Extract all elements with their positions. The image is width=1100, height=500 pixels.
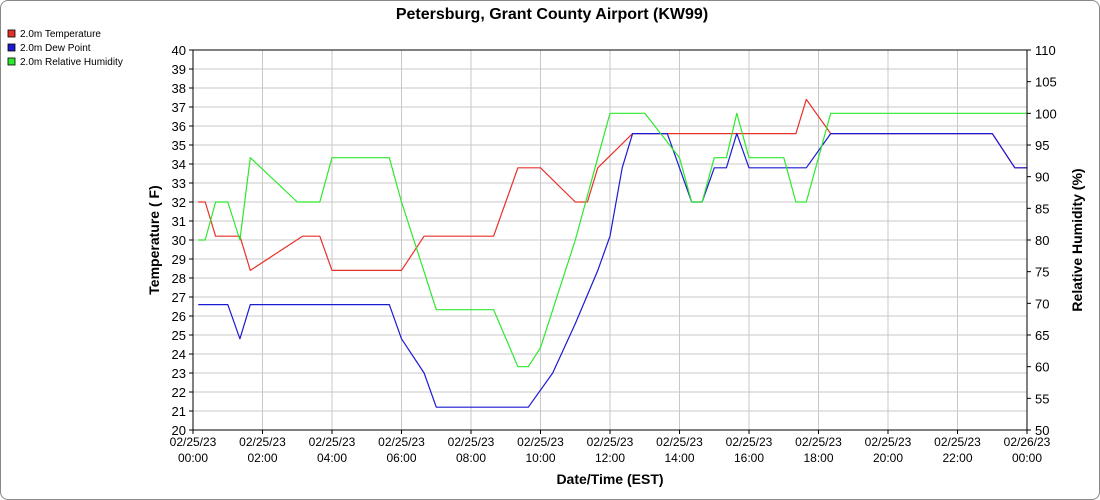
- y-tick-label: 28: [172, 271, 186, 286]
- legend-label: 2.0m Dew Point: [20, 43, 91, 54]
- x-tick-time: 12:00: [595, 451, 625, 465]
- y-tick-label: 36: [172, 119, 186, 134]
- y-tick-label: 24: [172, 347, 186, 362]
- y-tick-label: 29: [172, 252, 186, 267]
- y-tick-label: 30: [172, 233, 186, 248]
- y-tick-label: 37: [172, 100, 186, 115]
- x-tick-date: 02/25/23: [448, 435, 495, 449]
- y2-tick-label: 60: [1035, 360, 1049, 375]
- y2-tick-label: 65: [1035, 328, 1049, 343]
- x-tick-date: 02/25/23: [170, 435, 217, 449]
- y-tick-label: 33: [172, 176, 186, 191]
- legend-label: 2.0m Relative Humidity: [20, 57, 123, 68]
- y-tick-label: 34: [172, 157, 186, 172]
- x-tick-date: 02/25/23: [239, 435, 286, 449]
- y-tick-label: 35: [172, 138, 186, 153]
- y-tick-label: 31: [172, 214, 186, 229]
- y-tick-label: 39: [172, 62, 186, 77]
- y2-tick-label: 80: [1035, 233, 1049, 248]
- x-tick-time: 10:00: [525, 451, 555, 465]
- y-axis-label: Temperature ( F): [146, 185, 162, 294]
- legend-swatch: [7, 57, 16, 66]
- x-axis-label: Date/Time (EST): [556, 471, 663, 487]
- x-tick-time: 20:00: [873, 451, 903, 465]
- y2-tick-label: 95: [1035, 138, 1049, 153]
- y2-tick-label: 70: [1035, 296, 1049, 311]
- y-tick-label: 23: [172, 366, 186, 381]
- y2-tick-label: 110: [1035, 43, 1056, 58]
- y2-tick-label: 75: [1035, 265, 1049, 280]
- x-tick-time: 06:00: [386, 451, 416, 465]
- legend-swatch: [7, 29, 16, 38]
- y-tick-label: 22: [172, 385, 186, 400]
- y-tick-label: 27: [172, 290, 186, 305]
- y2-axis-label: Relative Humidity (%): [1069, 168, 1085, 311]
- series-line: [198, 112, 1027, 368]
- series-group: [198, 98, 1027, 408]
- x-tick-date: 02/25/23: [726, 435, 773, 449]
- y-tick-label: 38: [172, 81, 186, 96]
- x-tick-time: 04:00: [317, 451, 347, 465]
- y-tick-label: 26: [172, 309, 186, 324]
- x-tick-time: 08:00: [456, 451, 486, 465]
- series-line: [198, 98, 1027, 271]
- y2-tick-label: 50: [1035, 423, 1049, 438]
- y2-tick-label: 90: [1035, 170, 1049, 185]
- y-tick-label: 25: [172, 328, 186, 343]
- y-tick-label: 40: [172, 43, 186, 58]
- x-tick-date: 02/25/23: [865, 435, 912, 449]
- x-tick-time: 18:00: [803, 451, 833, 465]
- legend-label: 2.0m Temperature: [20, 29, 101, 40]
- y2-tick-label: 55: [1035, 391, 1049, 406]
- y-tick-label: 20: [172, 423, 186, 438]
- x-tick-time: 00:00: [178, 451, 208, 465]
- y2-tick-label: 85: [1035, 201, 1049, 216]
- x-axis-ticks: 02/25/23 00:00 02/25/23 02:00 02/25/23 04:00 0…: [170, 430, 1051, 465]
- x-tick-date: 02/25/23: [309, 435, 356, 449]
- series-line: [198, 133, 1027, 408]
- grid: [192, 49, 1028, 431]
- x-tick-time: 00:00: [1012, 451, 1042, 465]
- x-tick-date: 02/25/23: [934, 435, 981, 449]
- x-tick-time: 02:00: [247, 451, 277, 465]
- x-tick-date: 02/26/23: [1004, 435, 1051, 449]
- x-tick-time: 22:00: [942, 451, 972, 465]
- legend-swatch: [7, 43, 16, 52]
- x-tick-date: 02/25/23: [517, 435, 564, 449]
- x-tick-date: 02/25/23: [656, 435, 703, 449]
- x-tick-date: 02/25/23: [587, 435, 634, 449]
- y-axis-ticks: 20 21 22 23 24 25 26 27 28 29 30 31 32 33 34 35 36 37 38 39…: [172, 43, 193, 438]
- x-tick-date: 02/25/23: [378, 435, 425, 449]
- y-tick-label: 32: [172, 195, 186, 210]
- y2-axis-ticks: 50 55 60 65 70 75 80 85 90 95 100 105 110: [1027, 43, 1057, 438]
- y2-tick-label: 105: [1035, 75, 1057, 90]
- legend: 2.0m Temperature 2.0m Dew Point 2.0m Relat…: [7, 29, 123, 68]
- chart-title: Petersburg, Grant County Airport (KW99): [396, 6, 708, 23]
- x-tick-time: 16:00: [734, 451, 764, 465]
- x-tick-time: 14:00: [664, 451, 694, 465]
- y2-tick-label: 100: [1035, 106, 1057, 121]
- y-tick-label: 21: [172, 404, 186, 419]
- x-tick-date: 02/25/23: [795, 435, 842, 449]
